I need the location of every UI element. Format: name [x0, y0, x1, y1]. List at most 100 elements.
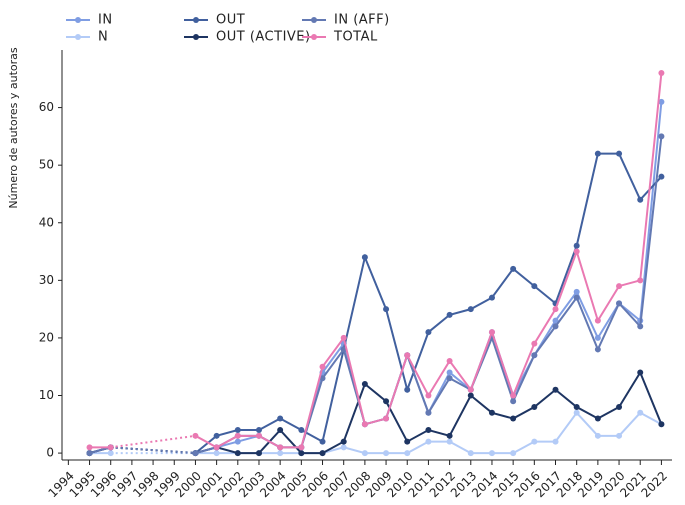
point [319, 363, 326, 370]
point [277, 415, 284, 422]
legend-marker [75, 34, 81, 40]
point [552, 438, 559, 445]
y-tick-label: 40 [39, 215, 54, 229]
point [616, 300, 623, 307]
point [298, 427, 305, 434]
point [467, 306, 474, 313]
point [552, 317, 559, 324]
point [446, 311, 453, 318]
point [361, 254, 368, 261]
y-tick-label: 10 [39, 388, 54, 402]
point [594, 334, 601, 341]
point [340, 444, 347, 451]
point [488, 450, 495, 457]
point [531, 283, 538, 290]
gap-bridge [110, 446, 196, 455]
point [510, 450, 517, 457]
point [319, 450, 326, 457]
legend-label: TOTAL [333, 30, 378, 45]
y-axis-label: Número de autores y autoras [7, 47, 20, 208]
point [510, 415, 517, 422]
y-tick-label: 30 [39, 273, 54, 287]
point [573, 248, 580, 255]
point [277, 444, 284, 451]
point [446, 438, 453, 445]
point [446, 432, 453, 439]
point [637, 409, 644, 416]
point [425, 409, 432, 416]
point [277, 450, 284, 457]
point [488, 329, 495, 336]
point [255, 432, 262, 439]
point [510, 265, 517, 272]
point [234, 450, 241, 457]
legend-marker [75, 17, 81, 23]
point [594, 346, 601, 353]
point [107, 444, 114, 451]
point [552, 386, 559, 393]
point [319, 375, 326, 382]
point [383, 306, 390, 313]
point [531, 404, 538, 411]
series-line [195, 101, 663, 455]
legend-label: OUT (ACTIVE) [216, 30, 311, 45]
point [213, 444, 220, 451]
y-tick-label: 50 [39, 158, 54, 172]
point [637, 369, 644, 376]
point [234, 427, 241, 434]
point [594, 432, 601, 439]
point [234, 432, 241, 439]
point [361, 450, 368, 457]
point [213, 432, 220, 439]
point [86, 444, 93, 451]
point [404, 450, 411, 457]
point [467, 450, 474, 457]
point [383, 450, 390, 457]
y-tick-label: 20 [39, 330, 54, 344]
point [594, 415, 601, 422]
point [658, 70, 665, 77]
point [637, 323, 644, 330]
legend-label: OUT [216, 13, 245, 28]
legend-label: IN [98, 13, 113, 28]
point [573, 409, 580, 416]
point [552, 306, 559, 313]
point [340, 334, 347, 341]
point [319, 438, 326, 445]
point [658, 133, 665, 140]
point [425, 392, 432, 399]
point [510, 392, 517, 399]
point [425, 329, 432, 336]
y-tick-label: 60 [39, 100, 54, 114]
point [616, 432, 623, 439]
point [594, 150, 601, 157]
point [488, 409, 495, 416]
point [361, 380, 368, 387]
point [192, 450, 199, 457]
legend-marker [311, 17, 317, 23]
point [298, 444, 305, 451]
legend-marker [193, 17, 199, 23]
point [616, 404, 623, 411]
gap-bridge [110, 446, 196, 455]
point [637, 196, 644, 203]
legend-marker [311, 34, 317, 40]
point [107, 450, 114, 457]
point [425, 427, 432, 434]
point [255, 427, 262, 434]
point [637, 277, 644, 284]
point [573, 404, 580, 411]
point [573, 294, 580, 301]
y-tick-label: 0 [46, 446, 54, 460]
point [425, 438, 432, 445]
point [552, 323, 559, 330]
point [616, 150, 623, 157]
point [658, 173, 665, 180]
point [192, 432, 199, 439]
point [446, 357, 453, 364]
point [383, 415, 390, 422]
legend-marker [193, 34, 199, 40]
point [488, 294, 495, 301]
point [467, 392, 474, 399]
